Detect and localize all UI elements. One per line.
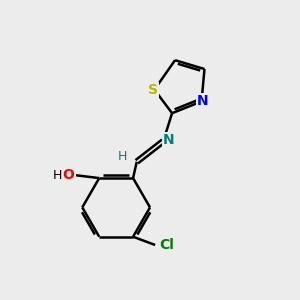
Text: O: O (63, 168, 74, 182)
Text: Cl: Cl (159, 238, 174, 252)
Text: H: H (118, 150, 127, 163)
Text: N: N (163, 133, 174, 147)
Text: S: S (148, 82, 158, 97)
Text: N: N (197, 94, 209, 108)
Text: H: H (53, 169, 62, 182)
